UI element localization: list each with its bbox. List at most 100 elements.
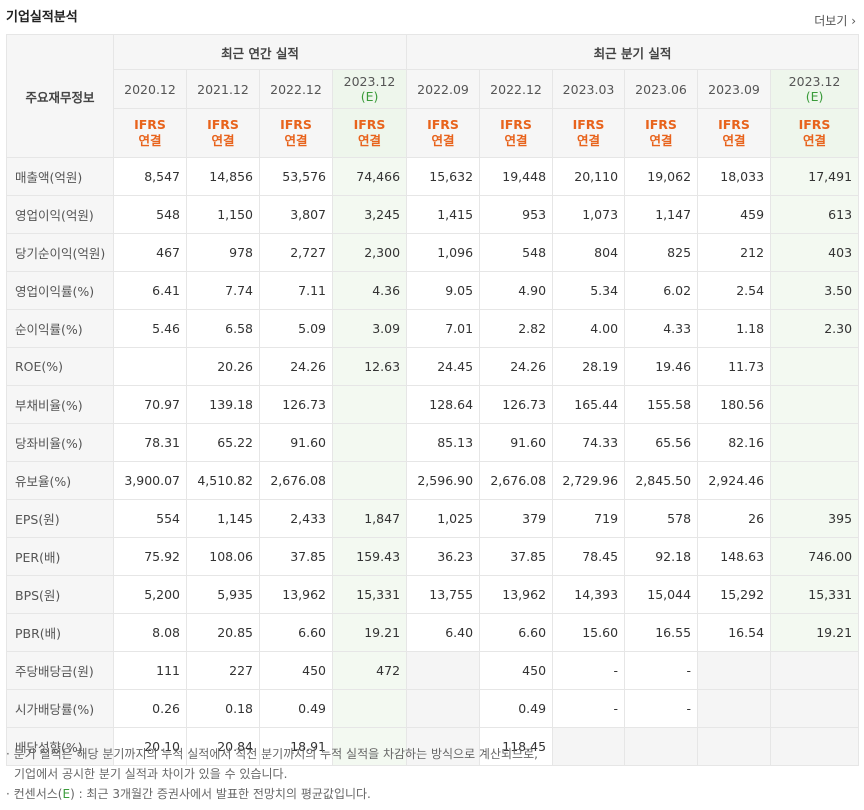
chevron-right-icon: › [851,14,856,28]
table-cell: 4,510.82 [186,461,260,500]
table-row: 영업이익률(%) 6.41 7.74 7.11 4.36 9.05 4.90 5.34 6.02… [6,271,860,310]
table-cell: - [552,651,626,690]
table-cell: 450 [259,651,333,690]
notes: · 분기 실적은 해당 분기까지의 누적 실적에서 직전 분기까지의 누적 실적… [6,744,538,804]
table-cell: 2,727 [259,233,333,272]
table-cell: 953 [479,195,554,234]
table-cell: 8.08 [113,613,187,652]
table-cell: 14,856 [186,157,260,196]
table-cell: 6.60 [259,613,333,652]
table-cell: 148.63 [697,537,772,576]
table-cell: 395 [770,499,860,538]
table-row: BPS(원) 5,200 5,935 13,962 15,331 13,755 13,962… [6,575,860,614]
ifrs-label: IFRS [798,117,831,132]
table-cell: 1,096 [406,233,481,272]
table-cell: 18.91 [259,727,333,766]
table-cell: 554 [113,499,187,538]
period-label: 2023.12 [343,74,396,89]
row-label: BPS(원) [6,575,114,614]
table-cell: 5.09 [259,309,333,348]
table-row: ROE(%) 20.26 24.26 12.63 24.45 24.26 28.19 19.4… [6,347,860,386]
ifrs-header: IFRS 연결 [552,108,626,158]
table-cell: 20,110 [552,157,626,196]
table-cell: 85.13 [406,423,481,462]
table-cell [770,651,860,690]
table-cell: 978 [186,233,260,272]
table-row: 유보율(%) 3,900.07 4,510.82 2,676.08 2,596.90 2,… [6,461,860,500]
table-cell: 74.33 [552,423,626,462]
table-cell: 8,547 [113,157,187,196]
table-cell: 1,150 [186,195,260,234]
table-cell: 2,924.46 [697,461,772,500]
row-label: 유보율(%) [6,461,114,500]
table-cell: 6.40 [406,613,481,652]
ifrs-label: IFRS [572,117,605,132]
table-row: PBR(배) 8.08 20.85 6.60 19.21 6.40 6.60 15.60 16.… [6,613,860,652]
row-label: 당좌비율(%) [6,423,114,462]
table-cell: 1.18 [697,309,772,348]
table-cell: 13,755 [406,575,481,614]
consolidated-label: 연결 [358,133,382,148]
table-cell: 75.92 [113,537,187,576]
table-cell: 1,073 [552,195,626,234]
table-cell: 578 [624,499,699,538]
table-cell: 15,292 [697,575,772,614]
row-label: 시가배당률(%) [6,689,114,728]
table-cell [331,385,408,424]
table-cell: - [624,689,699,728]
table-cell: 0.26 [113,689,187,728]
table-cell: 126.73 [479,385,554,424]
table-cell: 16.55 [624,613,699,652]
table-cell: 24.26 [259,347,333,386]
table-cell: 111 [113,651,187,690]
table-cell: 2,596.90 [406,461,481,500]
table-cell: 13,962 [259,575,333,614]
table-cell: 155.58 [624,385,699,424]
table-cell: 91.60 [259,423,333,462]
table-body: 매출액(억원) 8,547 14,856 53,576 74,466 15,632 19,4… [6,157,860,766]
period-header: 2023.12 (E) [331,69,408,109]
table-cell: - [552,689,626,728]
consolidated-label: 연결 [649,133,673,148]
financial-table: 주요재무정보 최근 연간 실적 최근 분기 실적 2020.12 2021.12 2… [6,34,860,766]
period-header: 2020.12 [113,69,187,109]
period-header: 2023.06 [624,69,699,109]
ifrs-label: IFRS [280,117,312,132]
row-label: 영업이익(억원) [6,195,114,234]
consolidated-label: 연결 [577,133,601,148]
table-cell [406,689,481,728]
table-header: 주요재무정보 최근 연간 실적 최근 분기 실적 2020.12 2021.12 2… [6,34,860,158]
consolidated-label: 연결 [722,133,746,148]
table-cell: 548 [479,233,554,272]
table-cell: 180.56 [697,385,772,424]
ifrs-label: IFRS [718,117,750,132]
period-header: 2022.09 [406,69,481,109]
table-cell: 5.34 [552,271,626,310]
table-cell [770,385,860,424]
table-cell: 2,676.08 [479,461,554,500]
table-cell: 13,962 [479,575,554,614]
period-header: 2023.12 (E) [770,69,860,109]
table-cell [331,423,408,462]
table-cell: 53,576 [259,157,333,196]
table-cell: 804 [552,233,626,272]
period-label: 2022.12 [270,81,322,97]
consensus-mark: E [62,787,71,801]
table-cell [624,727,699,766]
ifrs-header: IFRS 연결 [186,108,260,158]
period-row: 2020.12 2021.12 2022.12 2023.12 (E) 2022.09 20… [7,69,860,109]
table-row: 당좌비율(%) 78.31 65.22 91.60 85.13 91.60 74.33 65.… [6,423,860,462]
period-header: 2022.12 [259,69,333,109]
annual-group-header: 최근 연간 실적 [112,34,408,70]
table-cell: 1,847 [331,499,408,538]
table-cell: 2,729.96 [552,461,626,500]
table-row: 부채비율(%) 70.97 139.18 126.73 128.64 126.73 165.… [6,385,860,424]
section-title: 기업실적분석 [6,10,78,25]
table-row: EPS(원) 554 1,145 2,433 1,847 1,025 379 719 578 26… [6,499,860,538]
table-cell: 0.18 [186,689,260,728]
table-cell: 78.31 [113,423,187,462]
table-cell: 3,900.07 [113,461,187,500]
table-cell: 1,145 [186,499,260,538]
note-line-3: · 컨센서스(E) : 최근 3개월간 증권사에서 발표한 전망치의 평균값입니… [6,784,538,804]
more-link[interactable]: 더보기 › [814,12,856,29]
